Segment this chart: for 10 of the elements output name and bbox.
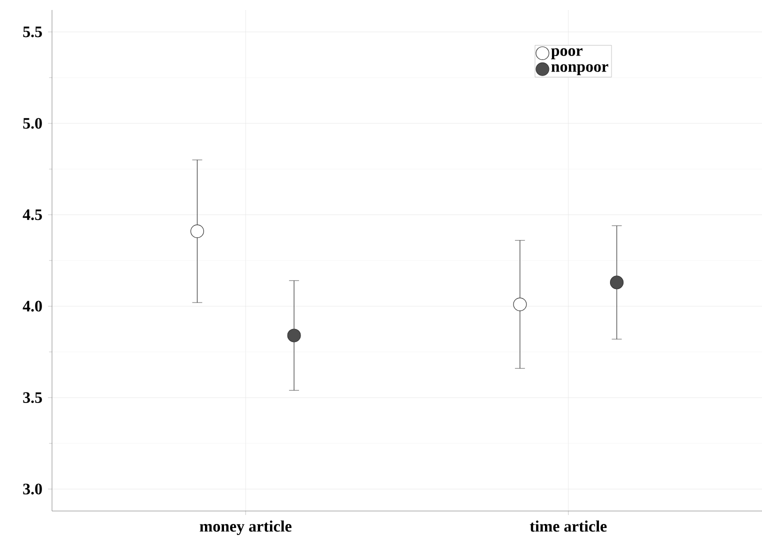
x-tick-label: time article (530, 520, 607, 532)
x-tick-label: money article (200, 520, 292, 535)
y-tick-label: 4.0 (22, 300, 42, 312)
y-tick-label: 3.5 (23, 392, 42, 404)
legend-label: nonpoor (551, 64, 608, 76)
y-tick-label: 3.0 (23, 484, 42, 494)
legend-label: poor (551, 48, 582, 60)
y-tick-label: 4.5 (22, 209, 42, 220)
y-tick-label: 5.0 (23, 118, 42, 129)
y-tick-label: 5.5 (23, 26, 42, 38)
